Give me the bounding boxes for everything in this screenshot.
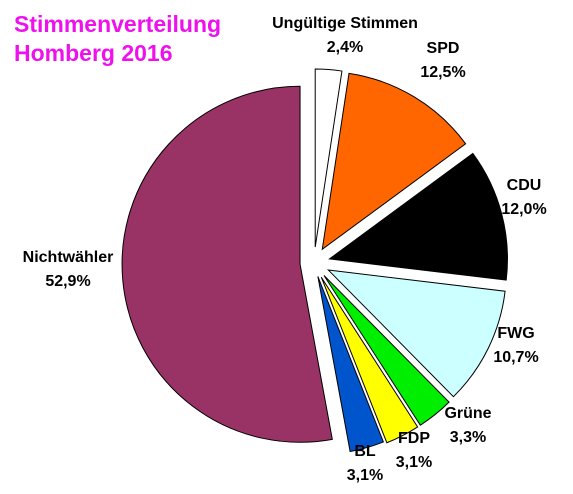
chart-title-line-1: Stimmenverteilung	[14, 11, 222, 37]
chart-title-line-2: Homberg 2016	[14, 40, 173, 66]
slice-value-fwg: 10,7%	[493, 349, 538, 366]
pie-slice-cdu	[328, 152, 508, 281]
slice-value-ung-ltige-stimmen: 2,4%	[327, 39, 363, 56]
pie-slice-nichtw-hler	[121, 85, 333, 443]
slice-value-nichtw-hler: 52,9%	[45, 273, 90, 290]
slice-value-fdp: 3,1%	[396, 454, 432, 471]
pie-slice-ung-ltige-stimmen	[314, 68, 343, 248]
slice-label-cdu: CDU	[507, 177, 542, 194]
slice-value-bl: 3,1%	[347, 467, 383, 484]
pie-slice-bl	[317, 276, 385, 453]
slice-label-fdp: FDP	[398, 430, 430, 447]
slice-value-cdu: 12,0%	[501, 201, 546, 218]
pie-slice-fdp	[320, 276, 419, 444]
slice-label-spd: SPD	[427, 40, 460, 57]
chart-title: Stimmenverteilung Homberg 2016	[14, 10, 221, 68]
slice-label-nichtw-hler: Nichtwähler	[23, 249, 114, 266]
pie-slice-gr-ne	[323, 275, 450, 426]
slice-label-fwg: FWG	[497, 325, 534, 342]
pie-slice-spd	[321, 72, 467, 251]
pie-slice-fwg	[327, 269, 506, 398]
slice-value-gr-ne: 3,3%	[450, 429, 486, 446]
slice-value-spd: 12,5%	[420, 64, 465, 81]
slice-label-bl: BL	[354, 443, 376, 460]
slice-label-gr-ne: Grüne	[444, 405, 491, 422]
slice-label-ung-ltige-stimmen: Ungültige Stimmen	[272, 15, 418, 32]
